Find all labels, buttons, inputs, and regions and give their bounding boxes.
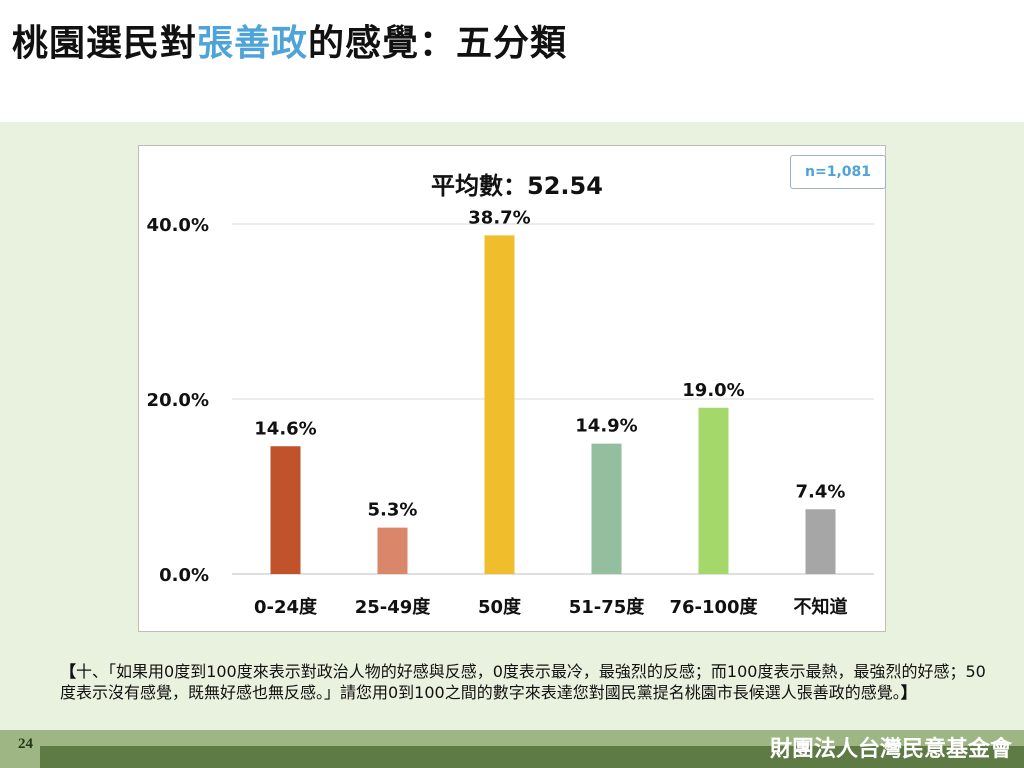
x-tick-label: 不知道 bbox=[794, 596, 848, 618]
title-suffix: 的感覺：五分類 bbox=[308, 23, 568, 64]
page-title: 桃園選民對張善政的感覺：五分類 bbox=[12, 14, 567, 66]
bar bbox=[270, 446, 301, 574]
bar bbox=[484, 235, 515, 574]
data-label: 38.7% bbox=[468, 207, 530, 228]
bar bbox=[591, 443, 622, 574]
bar bbox=[805, 509, 836, 574]
footer-dark-band bbox=[40, 746, 1024, 768]
chart-container: 0.0% 20.0% 40.0% 14.6% 0-24度 5.3% 25-49度 38.7% 5… bbox=[138, 145, 886, 632]
title-prefix: 桃園選民對 bbox=[12, 23, 198, 64]
note-text: 十、「如果用0度到100度來表示對政治人物的好感與反感，0度表示最冷，最強烈的反… bbox=[60, 662, 986, 702]
data-label: 7.4% bbox=[796, 481, 846, 502]
y-tick-label: 0.0% bbox=[159, 565, 209, 586]
organization-name: 財團法人台灣民意基金會 bbox=[769, 737, 1012, 762]
question-note: 【十、「如果用0度到100度來表示對政治人物的好感與反感，0度表示最冷，最強烈的… bbox=[60, 661, 1000, 703]
sample-size-badge: n=1,081 bbox=[790, 155, 886, 189]
x-tick-label: 51-75度 bbox=[569, 596, 646, 618]
chart-title: 平均數：52.54 bbox=[431, 172, 603, 200]
data-label: 14.9% bbox=[575, 416, 637, 437]
x-tick-label: 25-49度 bbox=[355, 596, 432, 618]
y-tick-label: 40.0% bbox=[147, 215, 209, 236]
note-close-bracket: 】 bbox=[900, 683, 917, 702]
note-open-bracket: 【 bbox=[60, 662, 77, 681]
page-number: 24 bbox=[18, 736, 33, 752]
x-tick-label: 76-100度 bbox=[669, 596, 758, 618]
data-label: 5.3% bbox=[368, 500, 418, 521]
bar bbox=[698, 407, 729, 574]
x-tick-label: 50度 bbox=[478, 596, 522, 618]
y-tick-label: 20.0% bbox=[147, 390, 209, 411]
title-highlight: 張善政 bbox=[197, 23, 309, 64]
bar bbox=[377, 527, 408, 574]
data-label: 19.0% bbox=[682, 380, 744, 401]
x-tick-label: 0-24度 bbox=[254, 596, 318, 618]
bar-chart: 0.0% 20.0% 40.0% 14.6% 0-24度 5.3% 25-49度 38.7% 5… bbox=[147, 207, 874, 618]
data-label: 14.6% bbox=[254, 418, 316, 439]
